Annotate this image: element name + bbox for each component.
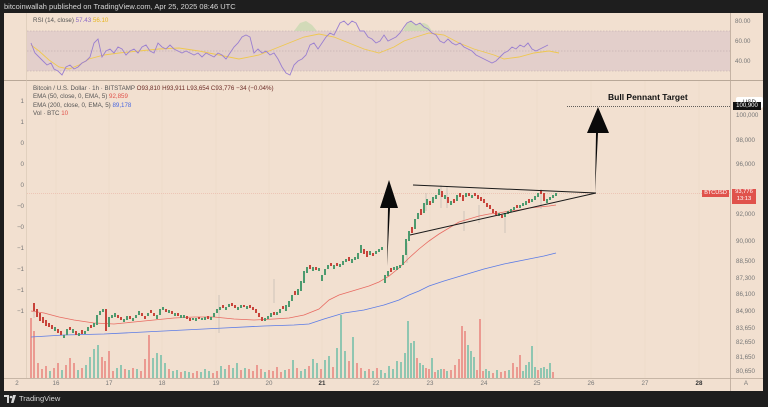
ohlc-open: O93,810 <box>136 85 161 92</box>
tradingview-logo-icon <box>4 395 16 403</box>
ema50-row[interactable]: EMA (50, close, 0, EMA, 5) 92,859 <box>33 93 274 101</box>
ema50-value: 92,859 <box>109 93 128 101</box>
ohlc-change: −34 (−0.04%) <box>236 85 274 92</box>
time-label-18: 18 <box>158 380 166 387</box>
price-axis-96000: 96,000 <box>736 161 755 168</box>
time-label-17: 17 <box>105 380 113 387</box>
left-axis-0: 1 <box>20 98 24 105</box>
target-price-tag: 100,900 <box>733 102 761 110</box>
price-axis-92000: 92,000 <box>736 211 755 218</box>
time-label-27: 27 <box>641 380 649 387</box>
left-axis-10: −1 <box>16 308 24 315</box>
left-axis-1: 1 <box>20 119 24 126</box>
rsi-axis-40: 40.00 <box>735 58 751 65</box>
bar-countdown: 13:13 <box>736 196 752 202</box>
left-axis-2: 0 <box>20 140 24 147</box>
time-label-19: 19 <box>212 380 220 387</box>
footer: TradingView <box>0 391 768 407</box>
time-label-23: 23 <box>426 380 434 387</box>
rsi-legend[interactable]: RSI (14, close) 57.43 56.10 <box>33 17 108 25</box>
current-price-value: 93,776 <box>735 189 753 195</box>
time-axis-left-button[interactable]: 2 <box>15 380 19 387</box>
time-label-25: 25 <box>533 380 541 387</box>
time-label-26: 26 <box>587 380 595 387</box>
rsi-axis-60: 60.00 <box>735 38 751 45</box>
ohlc-low: L93,654 <box>186 85 210 92</box>
time-label-20: 20 <box>265 380 273 387</box>
time-label-16: 16 <box>52 380 60 387</box>
publish-header: bitcoinwallah published on TradingView.c… <box>0 0 768 13</box>
left-axis-4: 0 <box>20 182 24 189</box>
price-axis-98000: 98,000 <box>736 137 755 144</box>
ohlc-high: H93,911 <box>162 85 186 92</box>
price-axis-81650: 81,650 <box>736 354 755 361</box>
left-axis-8: −1 <box>16 266 24 273</box>
left-axis-3: 0 <box>20 161 24 168</box>
rsi-axis-80: 80.00 <box>735 18 751 25</box>
symbol-price-tag: BTCUSD <box>702 190 729 197</box>
main-legend[interactable]: Bitcoin / U.S. Dollar · 1h · BITSTAMP O9… <box>33 85 274 118</box>
price-axis-90000: 90,000 <box>736 238 755 245</box>
auto-scale-button[interactable]: A <box>743 380 749 387</box>
chart-canvas[interactable] <box>4 13 763 391</box>
price-axis-82650: 82,650 <box>736 339 755 346</box>
time-label-21: 21 <box>318 380 326 387</box>
price-axis-84900: 84,900 <box>736 308 755 315</box>
price-axis-100000: 100,000 <box>736 112 759 119</box>
ema200-label: EMA (200, close, 0, EMA, 5) <box>33 101 111 109</box>
current-price-tag: 93,776 13:13 <box>732 189 756 204</box>
bull-pennant-target-label[interactable]: Bull Pennant Target <box>608 92 688 102</box>
left-axis-9: −1 <box>16 287 24 294</box>
left-axis-6: −0 <box>16 224 24 231</box>
ohlc-close: C93,776 <box>210 85 235 92</box>
symbol-row: Bitcoin / U.S. Dollar · 1h · BITSTAMP O9… <box>33 85 274 93</box>
rsi-ma-value: 56.10 <box>92 17 109 24</box>
price-axis-80650: 80,650 <box>736 368 755 375</box>
price-axis-86100: 86,100 <box>736 291 755 298</box>
rsi-value: 57.43 <box>75 17 92 24</box>
chart-frame: RSI (14, close) 57.43 56.10 80.00 60.00 … <box>4 13 763 391</box>
price-axis-87300: 87,300 <box>736 275 755 282</box>
rsi-label: RSI (14, close) <box>33 17 74 24</box>
volume-value: 10 <box>61 109 69 117</box>
time-label-28: 28 <box>695 380 703 387</box>
ema200-row[interactable]: EMA (200, close, 0, EMA, 5) 89,178 <box>33 102 274 110</box>
tradingview-brand: TradingView <box>19 394 61 403</box>
time-label-24: 24 <box>480 380 488 387</box>
tradingview-logo[interactable]: TradingView <box>4 391 60 407</box>
left-axis-5: −0 <box>16 203 24 210</box>
time-label-22: 22 <box>372 380 380 387</box>
price-axis-88500: 88,500 <box>736 258 755 265</box>
price-axis-83650: 83,650 <box>736 325 755 332</box>
ema200-value: 89,178 <box>112 101 132 109</box>
symbol-title: Bitcoin / U.S. Dollar · 1h · BITSTAMP <box>33 85 135 92</box>
volume-label: Vol · BTC <box>33 109 60 117</box>
ema50-label: EMA (50, close, 0, EMA, 5) <box>33 93 108 101</box>
left-axis-7: −1 <box>16 245 24 252</box>
volume-row[interactable]: Vol · BTC 10 <box>33 110 274 118</box>
